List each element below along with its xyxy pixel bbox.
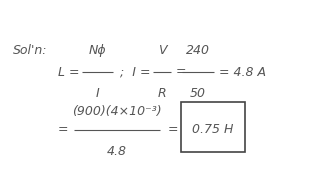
Text: R: R (158, 87, 166, 100)
Bar (181, 102, 245, 152)
Text: 4.8: 4.8 (107, 145, 127, 158)
Text: I: I (96, 87, 100, 100)
Text: =: = (168, 123, 179, 136)
Text: =: = (175, 66, 186, 78)
Text: ;  I =: ; I = (120, 66, 150, 78)
Text: (900)(4×10⁻³): (900)(4×10⁻³) (72, 105, 162, 118)
Text: V: V (158, 44, 166, 57)
Text: Sol'n:: Sol'n: (13, 44, 47, 57)
Text: L =: L = (58, 66, 79, 78)
Text: = 4.8 A: = 4.8 A (219, 66, 266, 78)
Text: Nϕ: Nϕ (89, 44, 107, 57)
Text: 0.75 H: 0.75 H (192, 123, 234, 136)
Text: 240: 240 (186, 44, 210, 57)
Text: 50: 50 (190, 87, 206, 100)
Text: =: = (58, 123, 68, 136)
